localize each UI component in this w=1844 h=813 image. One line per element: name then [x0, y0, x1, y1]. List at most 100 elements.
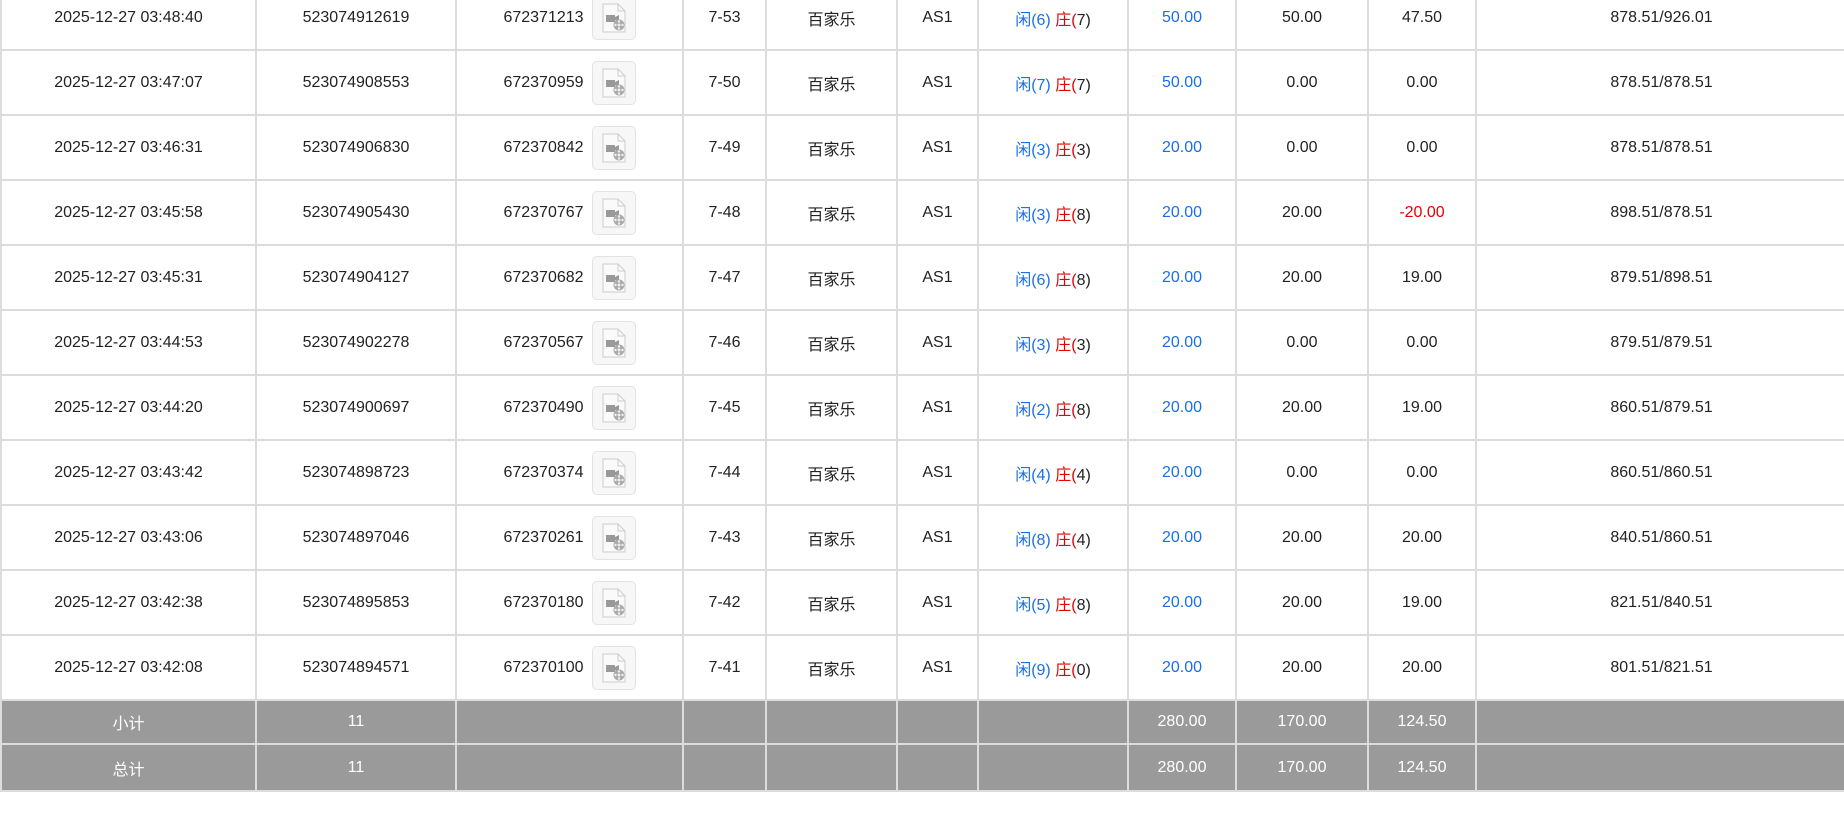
valid-amount-text: 20.00: [1281, 528, 1323, 546]
bet-amount-text: 20.00: [1161, 398, 1203, 416]
table-row: 2025-12-27 03:42:08 523074894571 672370100…: [0, 634, 1844, 701]
shoe-number-text: 7-46: [708, 333, 741, 351]
bet-time-text: 2025-12-27 03:45:31: [54, 268, 203, 286]
game-name-text: 百家乐: [807, 206, 856, 224]
game-name-text: 百家乐: [807, 11, 856, 29]
win-amount-text: -20.00: [1399, 203, 1445, 221]
round-id-text: 672370374: [503, 463, 584, 481]
table-name: AS1: [896, 569, 979, 636]
table-row: 2025-12-27 03:45:58 523074905430 672370767…: [0, 179, 1844, 246]
table-name-text: AS1: [922, 463, 953, 481]
win-amount: 0.00: [1367, 49, 1477, 116]
banker-result: 庄(8): [1055, 401, 1091, 419]
video-file-icon[interactable]: [591, 255, 636, 300]
bet-amount: 20.00: [1127, 374, 1237, 441]
banker-result: 庄(4): [1055, 466, 1091, 484]
banker-result: 庄(8): [1055, 271, 1091, 289]
bet-id-text: 523074904127: [302, 268, 410, 286]
round-id: 672370767: [455, 179, 684, 246]
banker-result: 庄(7): [1055, 11, 1091, 29]
table-row: 2025-12-27 03:43:06 523074897046 672370261…: [0, 504, 1844, 571]
player-result: 闲(6): [1015, 11, 1051, 29]
round-id-text: 672370682: [503, 268, 584, 286]
round-id: 672371213: [455, 0, 684, 51]
bet-time: 2025-12-27 03:45:31: [0, 244, 257, 311]
bet-time: 2025-12-27 03:42:08: [0, 634, 257, 701]
bet-records-table: 2025-12-27 03:48:40 523074912619 672371213…: [0, 0, 1844, 792]
video-file-icon[interactable]: [591, 450, 636, 495]
total-row: 总计 11 280.00 170.00 124.50: [0, 743, 1844, 792]
round-id-text: 672370767: [503, 203, 584, 221]
game-name: 百家乐: [765, 634, 898, 701]
video-file-icon[interactable]: [591, 645, 636, 690]
result: 闲(4) 庄(4): [977, 439, 1129, 506]
video-file-icon[interactable]: [591, 125, 636, 170]
bet-amount: 20.00: [1127, 309, 1237, 376]
table-row: 2025-12-27 03:47:07 523074908553 672370959…: [0, 49, 1844, 116]
video-file-icon[interactable]: [591, 60, 636, 105]
banker-result: 庄(4): [1055, 531, 1091, 549]
round-id-text: 672370180: [503, 593, 584, 611]
total-win: 124.50: [1367, 743, 1477, 792]
valid-amount: 20.00: [1235, 634, 1369, 701]
banker-result: 庄(0): [1055, 661, 1091, 679]
shoe-number-text: 7-49: [708, 138, 741, 156]
bet-time-text: 2025-12-27 03:44:20: [54, 398, 203, 416]
player-result: 闲(3): [1015, 141, 1051, 159]
round-id: 672370180: [455, 569, 684, 636]
balance: 878.51/878.51: [1475, 114, 1844, 181]
bet-amount: 50.00: [1127, 0, 1237, 51]
video-file-icon[interactable]: [591, 0, 636, 40]
valid-amount-text: 0.00: [1286, 138, 1318, 156]
game-name-text: 百家乐: [807, 466, 856, 484]
shoe-number-text: 7-53: [708, 8, 741, 26]
table-name: AS1: [896, 634, 979, 701]
video-file-icon[interactable]: [591, 580, 636, 625]
banker-result: 庄(8): [1055, 596, 1091, 614]
shoe-number-text: 7-43: [708, 528, 741, 546]
win-amount-text: 20.00: [1401, 528, 1443, 546]
balance-text: 878.51/878.51: [1610, 138, 1713, 156]
balance: 898.51/878.51: [1475, 179, 1844, 246]
balance: 821.51/840.51: [1475, 569, 1844, 636]
player-result: 闲(2): [1015, 401, 1051, 419]
video-file-icon[interactable]: [591, 320, 636, 365]
win-amount: 20.00: [1367, 634, 1477, 701]
video-file-icon[interactable]: [591, 515, 636, 560]
video-file-icon[interactable]: [591, 385, 636, 430]
bet-amount-text: 20.00: [1161, 528, 1203, 546]
table-row: 2025-12-27 03:44:53 523074902278 672370567…: [0, 309, 1844, 376]
subtotal-valid: 170.00: [1235, 699, 1369, 745]
round-id: 672370682: [455, 244, 684, 311]
banker-result: 庄(3): [1055, 141, 1091, 159]
balance: 860.51/879.51: [1475, 374, 1844, 441]
bet-time: 2025-12-27 03:43:06: [0, 504, 257, 571]
total-valid: 170.00: [1235, 743, 1369, 792]
balance-text: 860.51/860.51: [1610, 463, 1713, 481]
balance-text: 879.51/879.51: [1610, 333, 1713, 351]
bet-amount-text: 50.00: [1161, 8, 1203, 26]
table-name: AS1: [896, 179, 979, 246]
table-row: 2025-12-27 03:44:20 523074900697 672370490…: [0, 374, 1844, 441]
game-name-text: 百家乐: [807, 141, 856, 159]
win-amount: -20.00: [1367, 179, 1477, 246]
result: 闲(9) 庄(0): [977, 634, 1129, 701]
result: 闲(3) 庄(3): [977, 114, 1129, 181]
shoe-number: 7-47: [682, 244, 767, 311]
banker-result: 庄(3): [1055, 336, 1091, 354]
result: 闲(6) 庄(8): [977, 244, 1129, 311]
valid-amount-text: 0.00: [1286, 73, 1318, 91]
bet-id: 523074912619: [255, 0, 457, 51]
game-name-text: 百家乐: [807, 531, 856, 549]
video-file-icon[interactable]: [591, 190, 636, 235]
valid-amount-text: 0.00: [1286, 333, 1318, 351]
win-amount-text: 19.00: [1401, 398, 1443, 416]
shoe-number: 7-45: [682, 374, 767, 441]
table-name-text: AS1: [922, 138, 953, 156]
balance-text: 801.51/821.51: [1610, 658, 1713, 676]
game-name: 百家乐: [765, 374, 898, 441]
valid-amount-text: 50.00: [1281, 8, 1323, 26]
valid-amount: 0.00: [1235, 49, 1369, 116]
round-id-text: 672370842: [503, 138, 584, 156]
shoe-number: 7-49: [682, 114, 767, 181]
